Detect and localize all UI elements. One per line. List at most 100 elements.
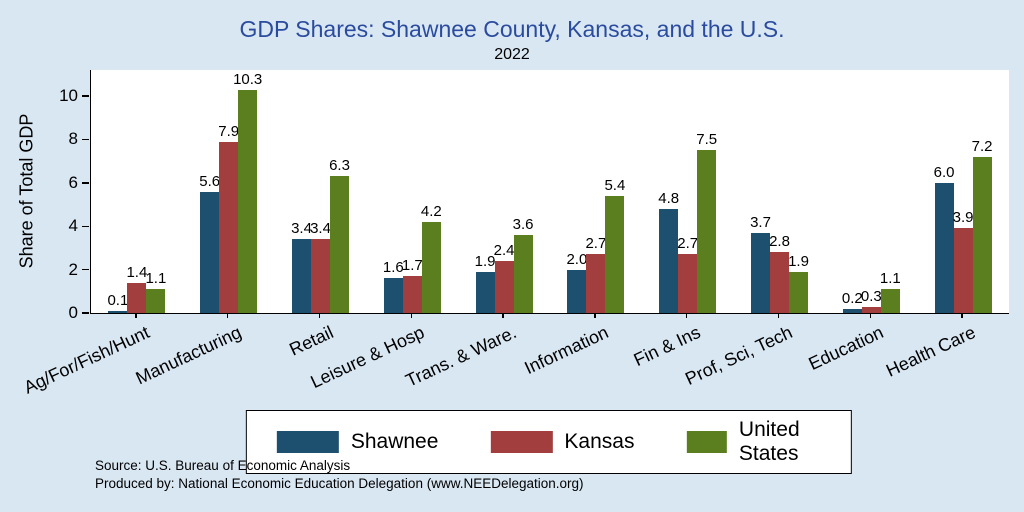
bar-shawnee bbox=[383, 278, 403, 313]
x-tick-mark bbox=[502, 313, 504, 318]
bar-value-label: 3.4 bbox=[310, 220, 331, 238]
bar-shawnee bbox=[751, 232, 770, 313]
x-tick-mark bbox=[410, 313, 412, 318]
bar-shawnee bbox=[200, 191, 220, 313]
bar-value-label: 3.7 bbox=[750, 213, 771, 231]
bar-value-label: 1.9 bbox=[788, 252, 809, 270]
bar-united-states bbox=[880, 289, 900, 313]
x-tick-mark bbox=[686, 313, 688, 318]
bar-united-states bbox=[789, 271, 808, 313]
bar-value-label: 6.0 bbox=[933, 163, 955, 181]
legend-label-shawnee: Shawnee bbox=[350, 430, 439, 453]
bar-united-states bbox=[146, 289, 166, 313]
bar-value-label: 1.1 bbox=[879, 270, 901, 288]
legend-swatch-united-states bbox=[686, 431, 727, 453]
x-tick-mark bbox=[594, 313, 596, 318]
bar-value-label: 0.3 bbox=[860, 287, 882, 305]
bar-value-label: 4.8 bbox=[658, 189, 680, 207]
bar-kansas bbox=[219, 141, 239, 313]
y-tick-label: 0 bbox=[68, 303, 78, 322]
bar-shawnee bbox=[567, 269, 587, 313]
bar-value-label: 10.3 bbox=[233, 70, 263, 88]
x-tick-label: Education bbox=[805, 322, 887, 374]
bar-shawnee bbox=[934, 182, 954, 313]
bar-value-label: 3.4 bbox=[291, 220, 312, 238]
bar-shawnee bbox=[108, 310, 128, 313]
bar-value-label: 0.2 bbox=[841, 289, 863, 307]
x-tick-mark bbox=[961, 313, 963, 318]
bar-united-states bbox=[972, 156, 992, 313]
y-tick-label: 10 bbox=[59, 86, 78, 106]
bar-value-label: 1.6 bbox=[382, 259, 404, 277]
bar-value-label: 6.3 bbox=[329, 157, 350, 175]
y-tick-label: 2 bbox=[68, 259, 78, 279]
x-tick-mark bbox=[135, 313, 137, 318]
y-tick-mark bbox=[82, 268, 89, 271]
bar-value-label: 2.8 bbox=[769, 233, 790, 251]
bar-value-label: 4.2 bbox=[420, 202, 442, 220]
y-tick-label: 6 bbox=[68, 172, 78, 192]
x-tick-label: Health Care bbox=[883, 322, 979, 381]
source-line-1: Source: U.S. Bureau of Economic Analysis bbox=[95, 458, 351, 473]
bar-kansas bbox=[861, 306, 881, 313]
bar-kansas bbox=[127, 282, 147, 313]
bar-value-label: 5.6 bbox=[199, 172, 221, 190]
legend-swatch-shawnee bbox=[276, 431, 339, 453]
plot-area: 0.1 1.4 1.1 5.6 7.9 10.3 3.4 3.4 6.3 1.6 1.7 4.2 1.9… bbox=[90, 70, 1009, 314]
y-tick-mark bbox=[82, 225, 89, 227]
bar-united-states bbox=[605, 195, 625, 313]
bar-united-states bbox=[513, 234, 533, 313]
bar-kansas bbox=[494, 260, 514, 313]
y-tick-mark bbox=[82, 182, 89, 184]
bar-value-label: 5.4 bbox=[604, 176, 626, 194]
bar-shawnee bbox=[475, 271, 495, 313]
bar-kansas bbox=[953, 228, 973, 313]
x-tick-label: Fin & Ins bbox=[630, 322, 704, 371]
chart-title: GDP Shares: Shawnee County, Kansas, and … bbox=[239, 16, 785, 42]
bar-united-states bbox=[330, 176, 349, 313]
bar-kansas bbox=[402, 276, 422, 313]
y-tick-mark bbox=[82, 95, 89, 97]
legend-item-kansas: Kansas bbox=[490, 430, 634, 454]
bar-united-states bbox=[238, 89, 258, 313]
source-block: Source: U.S. Bureau of Economic Analysis… bbox=[95, 457, 584, 492]
bar-value-label: 3.9 bbox=[952, 209, 974, 227]
bar-shawnee bbox=[842, 308, 862, 313]
y-axis-label: Share of Total GDP bbox=[16, 113, 37, 269]
y-tick-mark bbox=[82, 312, 89, 314]
legend-swatch-kansas bbox=[490, 431, 553, 453]
bar-united-states bbox=[697, 150, 717, 313]
legend-label-kansas: Kansas bbox=[564, 430, 635, 453]
y-tick-label: 4 bbox=[68, 216, 78, 236]
bar-value-label: 1.7 bbox=[401, 257, 423, 275]
x-tick-mark bbox=[227, 313, 229, 318]
chart-subtitle: 2022 bbox=[494, 46, 530, 63]
bar-value-label: 2.7 bbox=[677, 235, 699, 253]
x-tick-label: Ag/For/Fish/Hunt bbox=[20, 322, 153, 398]
bar-value-label: 0.1 bbox=[107, 291, 129, 309]
x-tick-mark bbox=[869, 313, 871, 318]
source-line-2: Produced by: National Economic Education… bbox=[95, 475, 584, 491]
legend-label-united-states: United States bbox=[738, 418, 800, 465]
x-tick-mark bbox=[777, 313, 780, 318]
x-tick-label: Retail bbox=[285, 322, 336, 360]
x-tick-mark bbox=[318, 313, 321, 318]
bar-value-label: 1.1 bbox=[145, 270, 167, 288]
bar-value-label: 3.6 bbox=[512, 215, 534, 233]
bar-kansas bbox=[678, 254, 698, 313]
x-tick-label: Information bbox=[521, 322, 612, 379]
y-tick-mark bbox=[82, 138, 89, 141]
bar-value-label: 1.4 bbox=[126, 263, 148, 281]
bar-shawnee bbox=[659, 208, 679, 313]
bar-united-states bbox=[421, 221, 441, 313]
bar-value-label: 7.5 bbox=[696, 131, 718, 149]
bar-kansas bbox=[770, 252, 789, 313]
bar-value-label: 2.7 bbox=[585, 235, 607, 253]
bar-value-label: 2.0 bbox=[566, 250, 588, 268]
bar-value-label: 7.9 bbox=[218, 122, 240, 140]
bar-shawnee bbox=[292, 239, 311, 313]
bar-value-label: 1.9 bbox=[474, 252, 496, 270]
bar-value-label: 7.2 bbox=[971, 137, 993, 155]
bar-kansas bbox=[586, 254, 606, 313]
